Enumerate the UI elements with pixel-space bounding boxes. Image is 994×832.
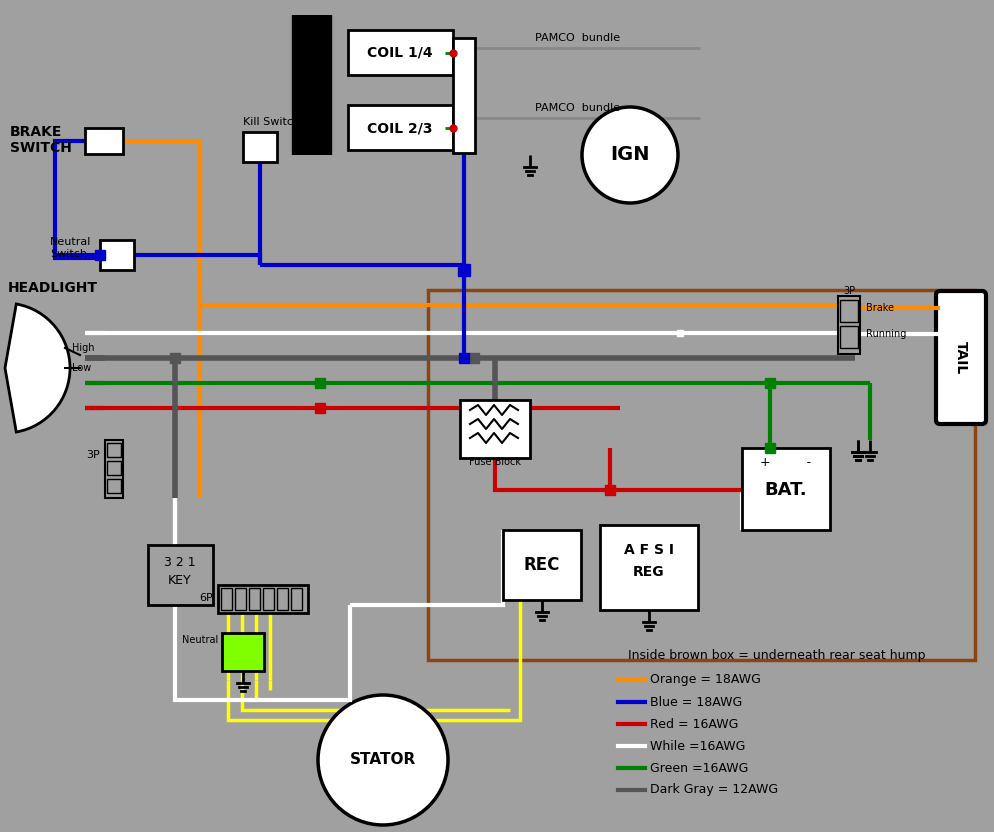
Text: Green =16AWG: Green =16AWG [649, 761, 747, 775]
Text: REC: REC [523, 556, 560, 574]
Bar [599, 525, 698, 610]
Text: A F S I: A F S I [623, 543, 673, 557]
Bar [459, 400, 530, 458]
Wedge shape [5, 304, 70, 432]
Text: Neutral: Neutral [182, 635, 218, 645]
Bar [107, 443, 121, 457]
Bar [84, 128, 123, 154]
Bar [427, 290, 974, 660]
Circle shape [318, 695, 447, 825]
Text: 3P: 3P [86, 450, 100, 460]
Text: Orange = 18AWG: Orange = 18AWG [649, 673, 760, 686]
Text: PAMCO  bundle: PAMCO bundle [535, 33, 619, 43]
Text: BAT.: BAT. [764, 481, 806, 499]
Text: Running: Running [865, 329, 906, 339]
Text: Neutral
Switch: Neutral Switch [50, 237, 91, 259]
Bar [222, 633, 263, 671]
Text: 3P: 3P [842, 286, 854, 296]
Bar [107, 479, 121, 493]
Bar [221, 588, 232, 610]
Bar [290, 588, 302, 610]
Text: Fuse Block: Fuse Block [468, 457, 521, 467]
Bar [742, 448, 829, 530]
Text: 6P: 6P [199, 593, 213, 603]
Text: Dark Gray = 12AWG: Dark Gray = 12AWG [649, 784, 777, 796]
Bar [276, 588, 287, 610]
Bar [839, 326, 857, 348]
Text: While =16AWG: While =16AWG [649, 740, 745, 752]
Text: COIL 2/3: COIL 2/3 [367, 121, 432, 135]
Text: +         -: + - [759, 457, 811, 469]
Bar [148, 545, 213, 605]
Text: Blue = 18AWG: Blue = 18AWG [649, 696, 742, 709]
Bar [348, 30, 452, 75]
Text: TAIL: TAIL [953, 341, 967, 374]
Bar [248, 588, 259, 610]
Bar [503, 530, 580, 600]
Text: BRAKE
SWITCH: BRAKE SWITCH [10, 125, 72, 155]
Text: REG: REG [632, 565, 664, 579]
Text: IGN: IGN [609, 146, 649, 165]
Bar [107, 461, 121, 475]
FancyBboxPatch shape [935, 291, 985, 424]
Bar [100, 240, 134, 270]
Text: PAMCO  bundle: PAMCO bundle [535, 103, 619, 113]
Bar [243, 132, 276, 162]
Text: High: High [72, 343, 94, 353]
Text: HEADLIGHT: HEADLIGHT [8, 281, 97, 295]
Bar [218, 585, 308, 613]
Bar [837, 296, 859, 354]
Text: COIL 1/4: COIL 1/4 [367, 46, 432, 60]
Bar [262, 588, 273, 610]
Text: Brake: Brake [865, 303, 893, 313]
Bar [348, 105, 452, 150]
Text: Low: Low [72, 363, 91, 373]
Bar [839, 300, 857, 322]
Text: Kill Switch: Kill Switch [243, 117, 300, 127]
Circle shape [581, 107, 677, 203]
Text: Red = 16AWG: Red = 16AWG [649, 717, 738, 730]
Bar [235, 588, 246, 610]
Bar [452, 38, 474, 153]
Bar [105, 440, 123, 498]
Text: Inside brown box = underneath rear seat hump: Inside brown box = underneath rear seat … [627, 648, 924, 661]
Text: KEY: KEY [168, 575, 192, 587]
Text: 3 2 1: 3 2 1 [164, 557, 196, 569]
Text: STATOR: STATOR [350, 752, 415, 767]
